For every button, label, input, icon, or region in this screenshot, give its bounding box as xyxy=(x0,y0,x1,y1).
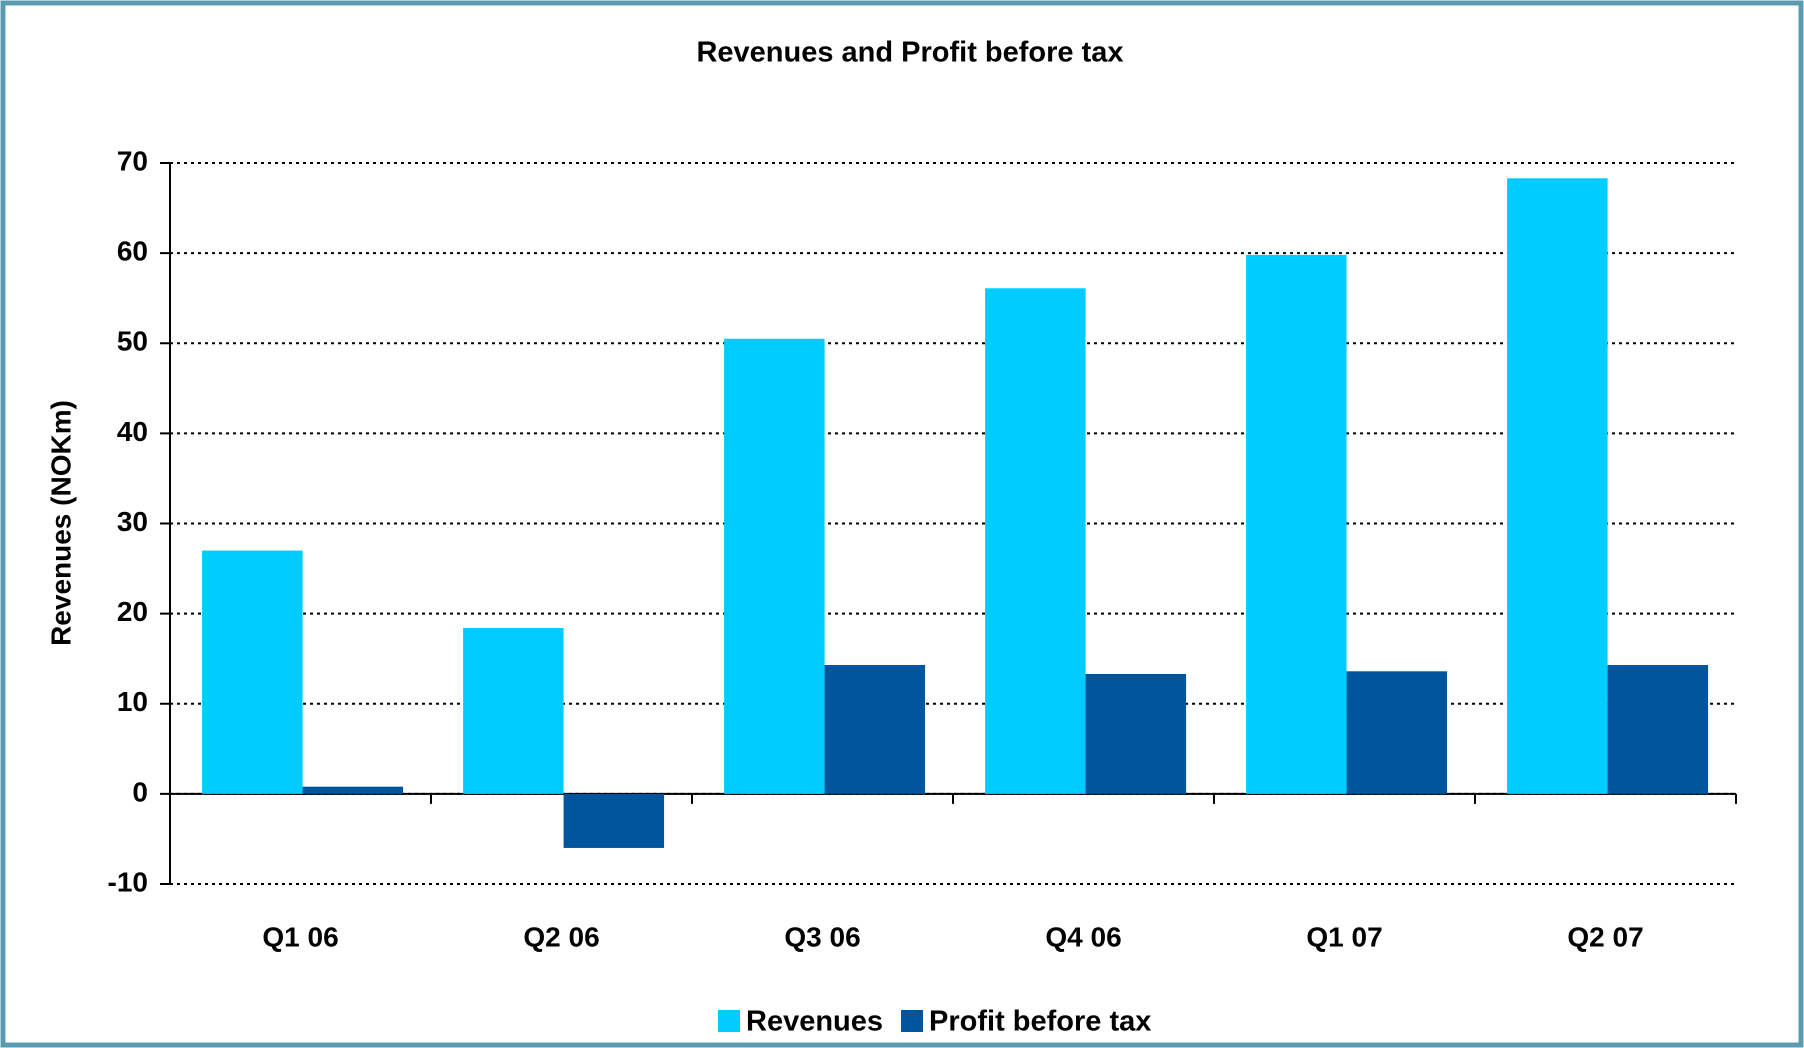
legend-label: Profit before tax xyxy=(929,1006,1151,1038)
y-tick-label: 30 xyxy=(117,506,148,537)
x-tick-label: Q3 06 xyxy=(784,921,860,952)
bar xyxy=(824,664,926,794)
x-tick-label: Q2 06 xyxy=(523,921,599,952)
bar xyxy=(1085,674,1187,794)
bar xyxy=(724,338,825,794)
y-axis-label: Revenues (NOKm) xyxy=(45,400,76,646)
y-tick-label: 20 xyxy=(117,596,148,627)
y-tick-label: -10 xyxy=(108,866,148,897)
bar xyxy=(202,550,303,794)
bar xyxy=(463,628,564,794)
legend-swatch xyxy=(901,1010,924,1032)
y-tick-label: 60 xyxy=(117,236,148,267)
bar xyxy=(302,786,404,794)
y-tick-label: 40 xyxy=(117,416,148,447)
legend-label: Revenues xyxy=(746,1006,883,1038)
legend-swatch xyxy=(718,1010,740,1032)
bar xyxy=(1607,664,1709,794)
y-tick-label: 70 xyxy=(117,145,148,176)
bar xyxy=(1246,254,1347,794)
x-tick-label: Q1 07 xyxy=(1306,921,1382,952)
bar xyxy=(985,288,1086,794)
bar xyxy=(1346,671,1448,794)
y-tick-label: 10 xyxy=(117,686,148,717)
bar xyxy=(1507,178,1608,794)
x-tick-label: Q1 06 xyxy=(262,921,338,952)
chart-title: Revenues and Profit before tax xyxy=(696,37,1123,69)
y-tick-label: 0 xyxy=(132,776,148,807)
bar xyxy=(563,793,665,848)
y-tick-label: 50 xyxy=(117,326,148,357)
x-tick-label: Q4 06 xyxy=(1045,921,1121,952)
x-tick-label: Q2 07 xyxy=(1567,921,1643,952)
